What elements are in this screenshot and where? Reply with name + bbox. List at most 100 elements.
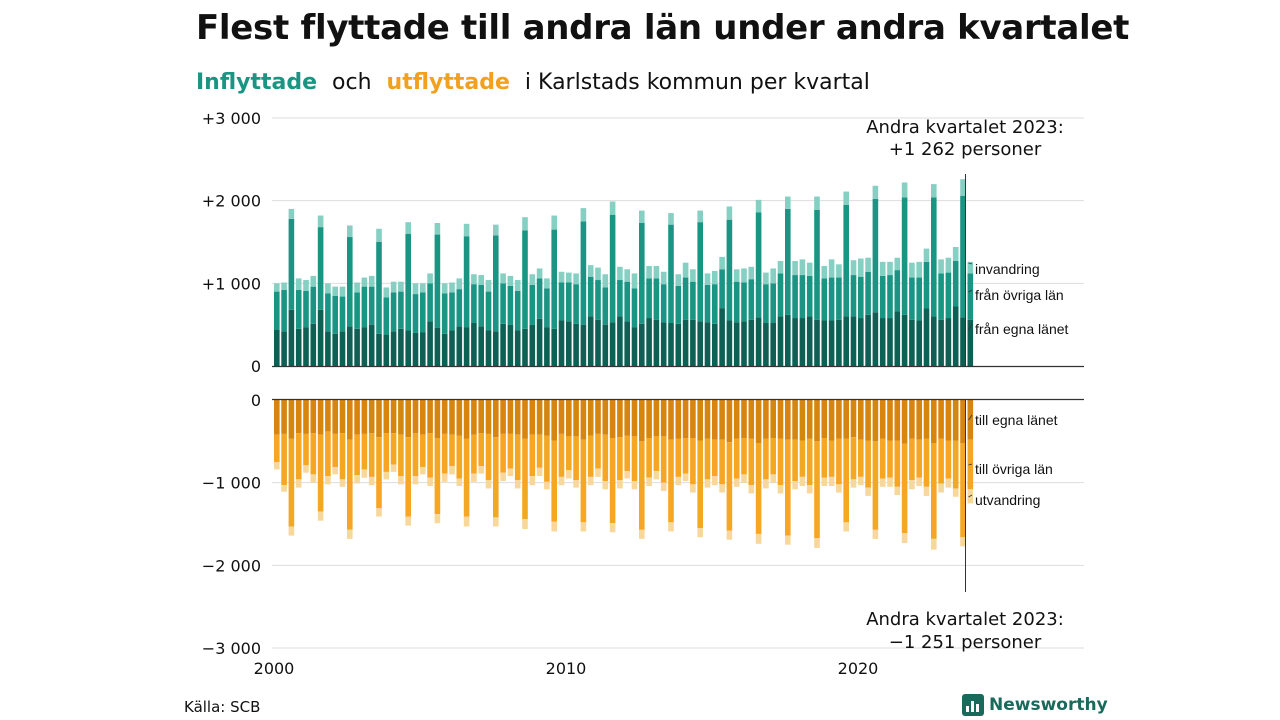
bar-in-invandring xyxy=(836,264,842,278)
bar-out-egna xyxy=(639,400,645,442)
bar-in-invandring xyxy=(828,259,835,278)
bar-in-egna xyxy=(478,326,484,366)
bar-in-ovriga xyxy=(325,293,331,332)
bar-in-egna xyxy=(463,327,470,366)
bar-in-invandring xyxy=(478,275,484,285)
bar-in-ovriga xyxy=(471,284,477,324)
bar-in-egna xyxy=(916,320,922,366)
bar-in-ovriga xyxy=(719,269,725,309)
bar-out-egna xyxy=(879,400,886,439)
bar-out-ovriga xyxy=(449,434,455,467)
bar-out-ovriga xyxy=(383,433,390,472)
segment-label-ovriga-out: till övriga län xyxy=(975,461,1053,477)
bar-in-invandring xyxy=(712,270,718,285)
bar-out-utvandring xyxy=(500,472,506,482)
bar-in-invandring xyxy=(777,261,784,274)
bar-in-ovriga xyxy=(748,279,755,320)
bar-in-invandring xyxy=(434,222,441,235)
bar-out-ovriga xyxy=(858,439,864,477)
bar-out-utvandring xyxy=(412,476,419,485)
bar-in-egna xyxy=(573,323,579,366)
bar-out-utvandring xyxy=(792,481,798,490)
bar-in-egna xyxy=(427,321,433,366)
bar-out-ovriga xyxy=(741,438,747,475)
bar-out-egna xyxy=(960,400,966,443)
bar-out-utvandring xyxy=(420,466,426,475)
bar-out-egna xyxy=(434,400,441,439)
bar-out-egna xyxy=(952,400,959,441)
bar-in-egna xyxy=(602,324,609,366)
bar-in-invandring xyxy=(398,281,404,292)
bar-out-utvandring xyxy=(828,476,835,486)
bar-in-invandring xyxy=(602,274,609,288)
bar-out-egna xyxy=(931,400,937,443)
bar-in-invandring xyxy=(843,191,849,205)
bar-out-egna xyxy=(325,400,331,432)
bar-in-ovriga xyxy=(785,208,791,315)
bar-in-invandring xyxy=(427,273,433,284)
subtitle-utflyttade: utflyttade xyxy=(386,70,510,95)
bar-out-utvandring xyxy=(821,477,828,486)
bar-in-egna xyxy=(303,327,309,366)
bar-out-utvandring xyxy=(879,478,886,487)
bar-out-ovriga xyxy=(719,439,725,485)
bar-out-utvandring xyxy=(814,538,820,548)
bar-in-ovriga xyxy=(777,273,784,317)
bar-out-egna xyxy=(595,400,601,434)
bar-in-invandring xyxy=(660,271,667,285)
bar-in-invandring xyxy=(522,217,528,231)
bar-out-egna xyxy=(412,400,419,434)
bar-out-ovriga xyxy=(471,434,477,474)
bar-out-egna xyxy=(281,400,287,434)
segment-label-invandring: invandring xyxy=(975,261,1040,277)
bar-out-egna xyxy=(850,400,857,438)
bar-out-egna xyxy=(536,400,543,435)
bar-out-egna xyxy=(967,400,974,440)
bar-in-ovriga xyxy=(879,275,886,319)
bar-in-egna xyxy=(383,334,390,366)
segment-label-utvandring: utvandring xyxy=(975,492,1040,508)
bar-in-invandring xyxy=(821,265,828,279)
bar-out-ovriga xyxy=(631,436,638,482)
bar-in-invandring xyxy=(376,228,382,242)
bar-out-egna xyxy=(347,400,353,440)
bar-in-ovriga xyxy=(967,273,974,320)
bar-out-ovriga xyxy=(682,438,689,474)
segment-label-connector-out xyxy=(968,463,973,466)
bar-out-utvandring xyxy=(493,517,499,527)
bar-out-ovriga xyxy=(456,435,463,479)
bar-out-ovriga xyxy=(850,437,857,480)
bar-in-ovriga xyxy=(281,289,287,332)
bar-out-egna xyxy=(500,400,506,434)
bar-in-invandring xyxy=(361,277,368,287)
bar-out-egna xyxy=(806,400,813,439)
bar-in-egna xyxy=(777,316,784,366)
bar-in-ovriga xyxy=(836,277,842,320)
bar-out-egna xyxy=(945,400,952,441)
bar-out-utvandring xyxy=(347,529,353,539)
bar-in-ovriga xyxy=(456,289,463,327)
bar-out-egna xyxy=(361,400,368,434)
bar-in-egna xyxy=(660,322,667,366)
bar-in-invandring xyxy=(463,223,470,237)
bar-in-invandring xyxy=(551,215,557,230)
bar-out-utvandring xyxy=(887,477,893,487)
bar-out-egna xyxy=(551,400,557,441)
bar-out-egna xyxy=(427,400,433,434)
bar-in-egna xyxy=(558,320,565,366)
bar-out-utvandring xyxy=(748,485,755,494)
x-tick-label: 2020 xyxy=(838,659,879,678)
bar-out-utvandring xyxy=(434,514,441,524)
segment-label-connector-in xyxy=(968,289,973,293)
bar-out-utvandring xyxy=(697,528,703,538)
bar-out-egna xyxy=(441,400,448,434)
bar-out-utvandring xyxy=(617,480,623,489)
bar-in-egna xyxy=(456,326,463,366)
bar-in-egna xyxy=(617,316,623,366)
bar-in-ovriga xyxy=(544,288,550,328)
bar-in-egna xyxy=(595,319,601,366)
bar-out-egna xyxy=(901,400,908,444)
bar-in-ovriga xyxy=(587,276,594,317)
bar-out-ovriga xyxy=(938,438,944,484)
bar-in-egna xyxy=(624,321,630,366)
